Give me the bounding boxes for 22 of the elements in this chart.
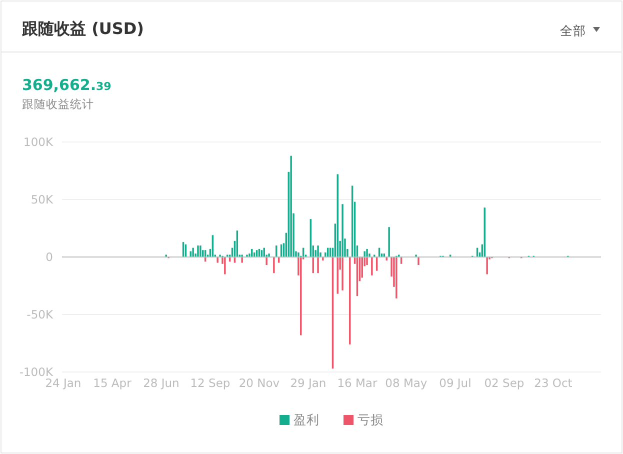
x-tick-label: 16 Mar bbox=[337, 376, 378, 390]
y-tick-label: 50K bbox=[30, 192, 54, 206]
y-tick-label: -50K bbox=[26, 308, 54, 322]
y-tick-label: 100K bbox=[24, 135, 54, 149]
legend-label: 盈利 bbox=[294, 412, 320, 427]
x-tick-label: 29 Jan bbox=[290, 376, 326, 390]
x-tick-label: 20 Nov bbox=[238, 376, 280, 390]
text: 全部 bbox=[560, 23, 586, 38]
x-tick-label: 09 Jul bbox=[439, 376, 472, 390]
x-tick-label: 24 Jan bbox=[45, 376, 82, 390]
text: 跟随收益统计 bbox=[22, 97, 94, 111]
x-tick-label: 15 Apr bbox=[93, 376, 132, 390]
x-tick-label: 23 Oct bbox=[534, 376, 573, 390]
legend-label: 亏损 bbox=[358, 412, 384, 427]
x-tick-label: 12 Sep bbox=[190, 376, 230, 390]
y-tick-label: -100K bbox=[19, 365, 54, 379]
x-tick-label: 02 Sep bbox=[484, 376, 524, 390]
x-tick-label: 08 May bbox=[385, 376, 428, 390]
x-tick-label: 28 Jun bbox=[143, 376, 180, 390]
chart-title: 跟随收益 (USD) bbox=[21, 19, 144, 38]
y-tick-label: 0 bbox=[46, 250, 53, 264]
text: 369,662.39 bbox=[22, 76, 112, 94]
